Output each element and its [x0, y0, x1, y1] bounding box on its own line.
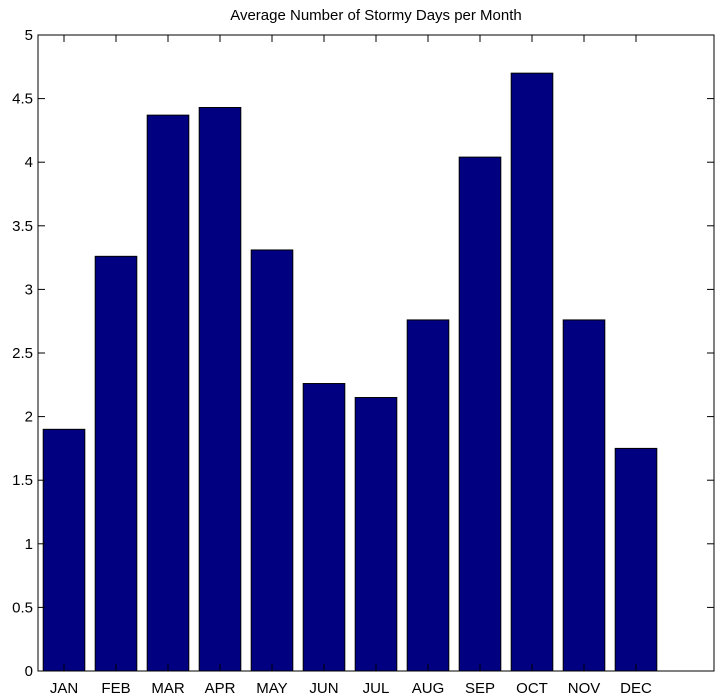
x-tick-label: APR	[205, 680, 236, 697]
x-tick-label: FEB	[101, 680, 130, 697]
x-tick-labels: JAN FEB MAR APR MAY JUN JUL AUG SEP OCT NOV DEC	[50, 680, 652, 697]
bar-nov	[562, 319, 606, 672]
y-tick-label: 0.5	[12, 599, 33, 616]
y-tick-label: 2	[25, 409, 33, 426]
x-tick-label: JUL	[363, 680, 390, 697]
x-tick-label: MAY	[256, 680, 287, 697]
x-tick-label: DEC	[620, 680, 652, 697]
x-tick-label: SEP	[465, 680, 495, 697]
y-tick-label: 4	[25, 154, 33, 171]
bar-jun	[302, 383, 346, 672]
ticks-group	[38, 34, 714, 672]
bar-aug	[406, 319, 450, 672]
bar-apr	[198, 107, 242, 672]
bar-dec	[614, 447, 658, 672]
x-tick-label: NOV	[568, 680, 601, 697]
x-tick-label: AUG	[412, 680, 445, 697]
y-tick-labels: 0 0.5 1 1.5 2 2.5 3 3.5 4 4.5 5	[12, 27, 33, 680]
bar-jan	[42, 428, 86, 672]
chart-title: Average Number of Stormy Days per Month	[230, 7, 522, 24]
bar-may	[250, 249, 294, 672]
bars-group	[42, 72, 658, 672]
y-tick-label: 0	[25, 663, 33, 680]
x-tick-label: MAR	[151, 680, 185, 697]
y-tick-label: 3	[25, 281, 33, 298]
bar-feb	[94, 255, 138, 672]
y-tick-label: 2.5	[12, 345, 33, 362]
bar-oct	[510, 72, 554, 672]
y-tick-label: 4.5	[12, 91, 33, 108]
bar-mar	[146, 114, 190, 672]
x-tick-label: OCT	[516, 680, 548, 697]
y-tick-label: 1.5	[12, 472, 33, 489]
bar-jul	[354, 397, 398, 672]
y-tick-label: 5	[25, 27, 33, 44]
y-tick-label: 1	[25, 536, 33, 553]
y-tick-label: 3.5	[12, 218, 33, 235]
x-tick-label: JUN	[309, 680, 338, 697]
bar-sep	[458, 156, 502, 672]
x-tick-label: JAN	[50, 680, 78, 697]
